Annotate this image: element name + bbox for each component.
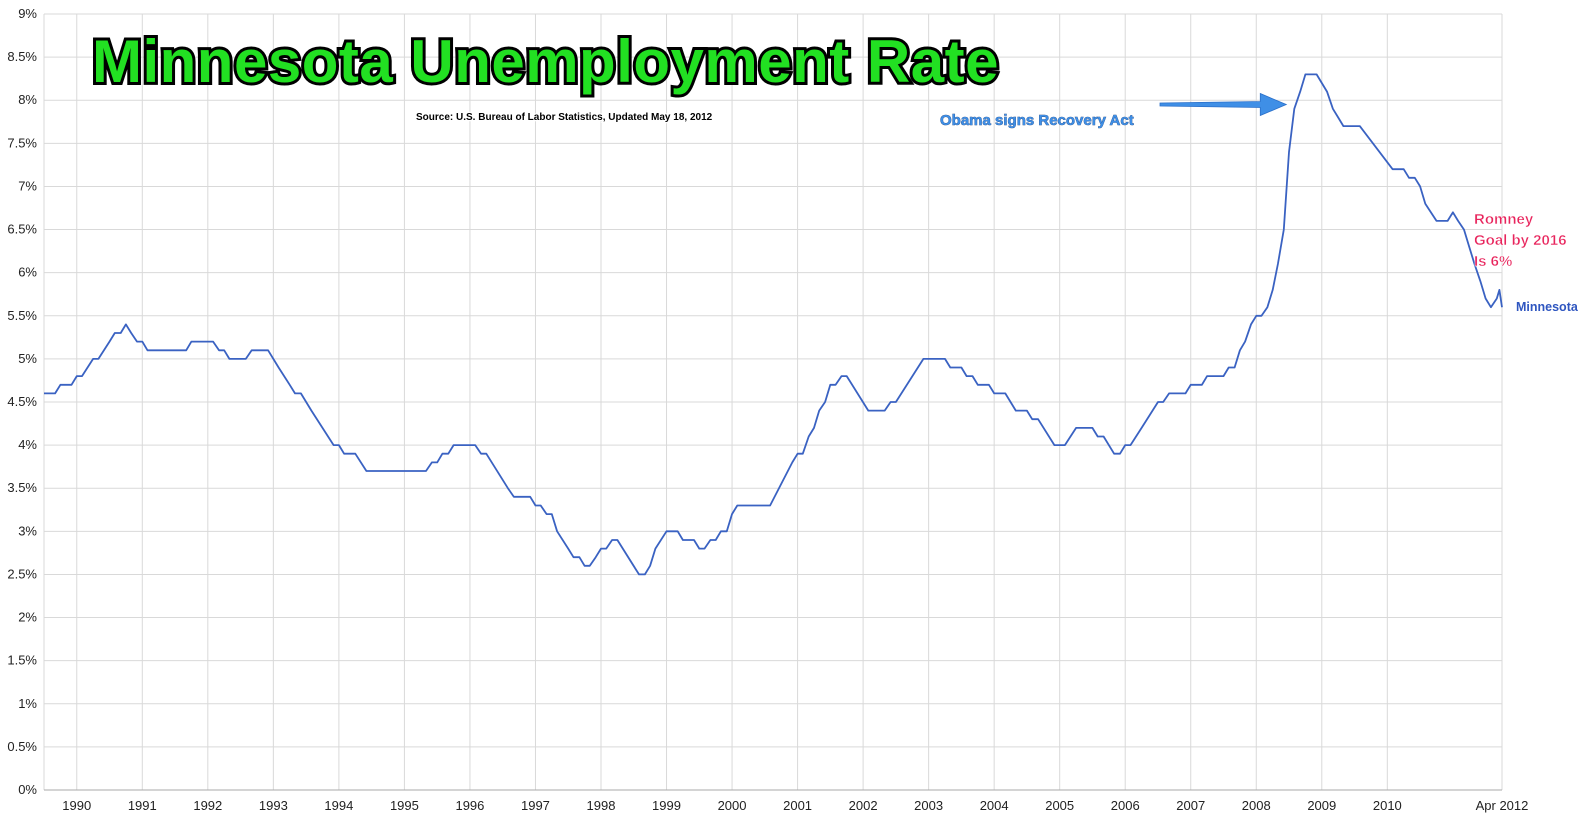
obama-arrow-icon <box>1159 92 1288 117</box>
y-tick-label: 2% <box>18 610 37 625</box>
y-tick-label: 0.5% <box>7 739 37 754</box>
romney-annotation-line-3: Is 6% <box>1474 253 1512 270</box>
romney-annotation-line-2: Goal by 2016 <box>1474 232 1567 249</box>
chart-title: Minnesota Unemployment Rate <box>92 28 999 95</box>
y-tick-label: 8.5% <box>7 49 37 64</box>
x-tick-label: 2001 <box>783 798 812 813</box>
x-tick-label: 1999 <box>652 798 681 813</box>
x-tick-label: 1996 <box>455 798 484 813</box>
y-tick-label: 3.5% <box>7 480 37 495</box>
y-tick-label: 6% <box>18 265 37 280</box>
y-tick-label: 1% <box>18 696 37 711</box>
x-tick-label: 2009 <box>1307 798 1336 813</box>
y-tick-label: 6.5% <box>7 222 37 237</box>
x-tick-label: 2005 <box>1045 798 1074 813</box>
y-tick-label: 0% <box>18 782 37 797</box>
x-tick-label: 2002 <box>849 798 878 813</box>
y-tick-label: 4.5% <box>7 394 37 409</box>
chart-subtitle: Source: U.S. Bureau of Labor Statistics,… <box>416 112 713 123</box>
series-group: Minnesota <box>44 73 1579 576</box>
x-tick-label: 1990 <box>62 798 91 813</box>
obama-annotation: Obama signs Recovery Act <box>940 92 1288 129</box>
y-tick-label: 7.5% <box>7 135 37 150</box>
x-tick-label: 1995 <box>390 798 419 813</box>
series-label-minnesota: Minnesota <box>1516 300 1579 314</box>
x-tick-label: 1992 <box>193 798 222 813</box>
y-tick-label: 4% <box>18 437 37 452</box>
y-tick-label: 8% <box>18 92 37 107</box>
y-tick-label: 5.5% <box>7 308 37 323</box>
x-tick-label: 1998 <box>587 798 616 813</box>
x-tick-label: Apr 2012 <box>1476 798 1529 813</box>
x-tick-label: 2003 <box>914 798 943 813</box>
x-axis-ticks: 1990 1991 1992 1993 1994 1995 1996 1997 1998 1999… <box>62 798 1528 813</box>
x-tick-label: 2008 <box>1242 798 1271 813</box>
y-tick-label: 5% <box>18 351 37 366</box>
y-tick-label: 7% <box>18 178 37 193</box>
romney-annotation-line-1: Romney <box>1474 211 1534 228</box>
x-tick-label: 2004 <box>980 798 1009 813</box>
y-tick-label: 1.5% <box>7 653 37 668</box>
y-axis-ticks: 0% 0.5% 1% 1.5% 2% 2.5% 3% 3.5% 4% 4.5% 5% 5.5% 6% 6.… <box>7 6 37 797</box>
x-tick-label: 1991 <box>128 798 157 813</box>
y-tick-label: 3% <box>18 523 37 538</box>
grid <box>43 13 1503 791</box>
y-tick-label: 2.5% <box>7 566 37 581</box>
obama-annotation-text: Obama signs Recovery Act <box>940 112 1134 129</box>
series-line-minnesota <box>44 73 1503 576</box>
x-tick-label: 1994 <box>324 798 353 813</box>
x-tick-label: 2000 <box>718 798 747 813</box>
y-tick-label: 9% <box>18 6 37 21</box>
romney-annotation: Romney Goal by 2016 Is 6% <box>1474 211 1567 270</box>
x-tick-label: 2007 <box>1176 798 1205 813</box>
x-tick-label: 1993 <box>259 798 288 813</box>
x-tick-label: 2006 <box>1111 798 1140 813</box>
x-tick-label: 1997 <box>521 798 550 813</box>
x-tick-label: 2010 <box>1373 798 1402 813</box>
